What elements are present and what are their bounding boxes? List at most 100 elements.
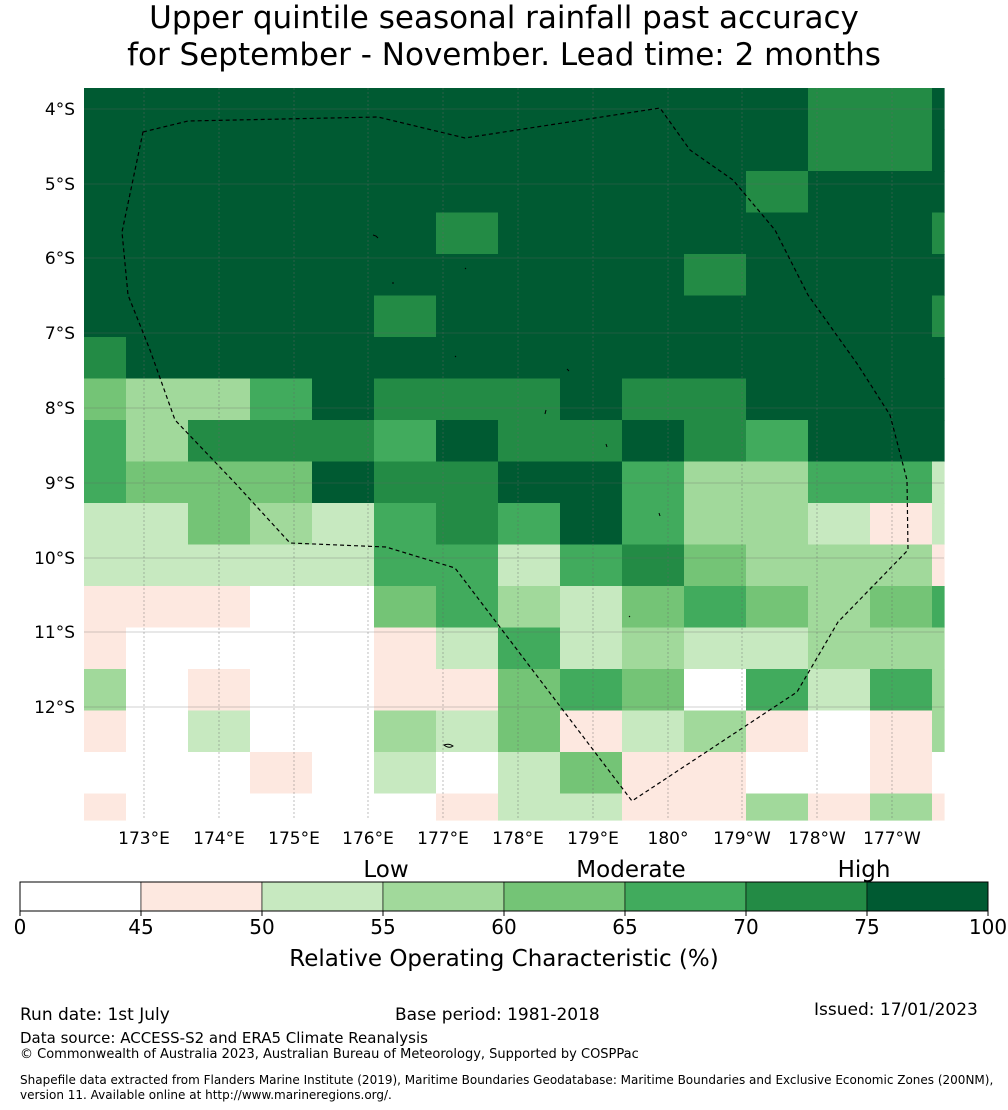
- roc-cell: [808, 212, 871, 255]
- roc-cell: [374, 586, 437, 629]
- roc-cell: [312, 461, 375, 504]
- roc-cell: [870, 295, 933, 338]
- roc-cell: [560, 503, 623, 546]
- roc-cell: [436, 752, 499, 795]
- roc-cell: [932, 461, 945, 504]
- roc-cell: [250, 337, 313, 380]
- roc-cell: [498, 378, 561, 421]
- roc-cell: [622, 586, 685, 629]
- island-shape: [605, 443, 608, 448]
- roc-cell: [808, 627, 871, 670]
- roc-cell: [436, 378, 499, 421]
- roc-cell: [932, 669, 945, 712]
- roc-cell: [870, 627, 933, 670]
- roc-cell: [560, 171, 623, 214]
- roc-cell: [870, 129, 933, 172]
- roc-cell: [250, 793, 313, 821]
- map-title-line1: Upper quintile seasonal rainfall past ac…: [149, 0, 859, 36]
- roc-cell: [312, 212, 375, 255]
- roc-cell: [312, 129, 375, 172]
- roc-cell: [560, 295, 623, 338]
- roc-cell: [374, 461, 437, 504]
- colorbar-tick-label: 55: [370, 915, 395, 939]
- rainfall-accuracy-map: 4°S 5°S 6°S 7°S 8°S 9°S 10°S 11°S 12°S 173°E 174°…: [34, 88, 945, 849]
- roc-cell: [250, 171, 313, 214]
- roc-cell: [84, 710, 127, 753]
- roc-cell: [808, 793, 871, 821]
- roc-cell: [560, 461, 623, 504]
- roc-cell: [250, 586, 313, 629]
- roc-cell: [498, 586, 561, 629]
- roc-cell: [312, 544, 375, 587]
- island-shape: [658, 512, 661, 517]
- roc-cell: [250, 710, 313, 753]
- roc-cell: [746, 544, 809, 587]
- roc-cell: [808, 129, 871, 172]
- roc-cell: [498, 171, 561, 214]
- island-outlines: [372, 234, 661, 748]
- roc-cell: [374, 420, 437, 463]
- colorbar-axis-label: Relative Operating Characteristic (%): [289, 946, 718, 972]
- roc-cell: [932, 752, 945, 795]
- latitude-label: 5°S: [45, 175, 75, 195]
- roc-cell: [932, 212, 945, 255]
- colorbar-bin: [140, 881, 263, 912]
- roc-cell: [498, 503, 561, 546]
- shapefile-credit-line1: Shapefile data extracted from Flanders M…: [20, 1073, 994, 1087]
- roc-cell: [312, 171, 375, 214]
- roc-cell: [560, 337, 623, 380]
- run-date-text: Run date: 1st July: [20, 1005, 170, 1025]
- roc-cell: [932, 627, 945, 670]
- roc-cell: [622, 627, 685, 670]
- roc-cell: [684, 378, 747, 421]
- roc-cell: [250, 627, 313, 670]
- roc-cell: [374, 503, 437, 546]
- roc-cell: [932, 337, 945, 380]
- map-title-line2: for September - November. Lead time: 2 m…: [127, 37, 881, 73]
- roc-cell: [870, 544, 933, 587]
- roc-cell: [746, 586, 809, 629]
- longitude-label: 174°E: [193, 829, 245, 849]
- roc-cell: [84, 254, 127, 297]
- roc-cell: [312, 752, 375, 795]
- roc-cell: [932, 171, 945, 214]
- roc-cell: [312, 337, 375, 380]
- colorbar-tick-label: 0: [14, 915, 27, 939]
- roc-cell: [126, 793, 189, 821]
- roc-cell: [808, 337, 871, 380]
- roc-cell: [808, 586, 871, 629]
- longitude-label: 177°W: [863, 829, 921, 849]
- longitude-label: 179°E: [567, 829, 619, 849]
- colorbar-tick-label: 50: [249, 915, 274, 939]
- data-source-text: Data source: ACCESS-S2 and ERA5 Climate …: [20, 1029, 428, 1047]
- roc-cell: [250, 378, 313, 421]
- roc-cell: [870, 461, 933, 504]
- roc-cell: [560, 544, 623, 587]
- roc-cell: [684, 295, 747, 338]
- roc-cell: [374, 793, 437, 821]
- colorbar-bin: [745, 881, 868, 912]
- roc-cell: [746, 793, 809, 821]
- roc-cell: [498, 337, 561, 380]
- roc-cell: [126, 544, 189, 587]
- longitude-label: 175°E: [268, 829, 320, 849]
- colorbar-bin: [382, 881, 505, 912]
- roc-cell: [870, 669, 933, 712]
- roc-cell: [622, 710, 685, 753]
- roc-cell: [126, 627, 189, 670]
- roc-cell: [498, 212, 561, 255]
- roc-cell: [560, 627, 623, 670]
- roc-cell: [84, 461, 127, 504]
- roc-cell: [746, 254, 809, 297]
- roc-cell: [746, 337, 809, 380]
- roc-cell: [870, 212, 933, 255]
- roc-cell: [684, 129, 747, 172]
- longitude-label: 173°E: [118, 829, 170, 849]
- roc-cell: [622, 378, 685, 421]
- roc-cell: [684, 420, 747, 463]
- roc-cell: [622, 254, 685, 297]
- roc-cell: [436, 254, 499, 297]
- roc-cell: [126, 710, 189, 753]
- roc-cell: [374, 171, 437, 214]
- roc-colorbar: Low Moderate High 0 45 50 55 60 65 70 75 100 Rel…: [14, 857, 1007, 972]
